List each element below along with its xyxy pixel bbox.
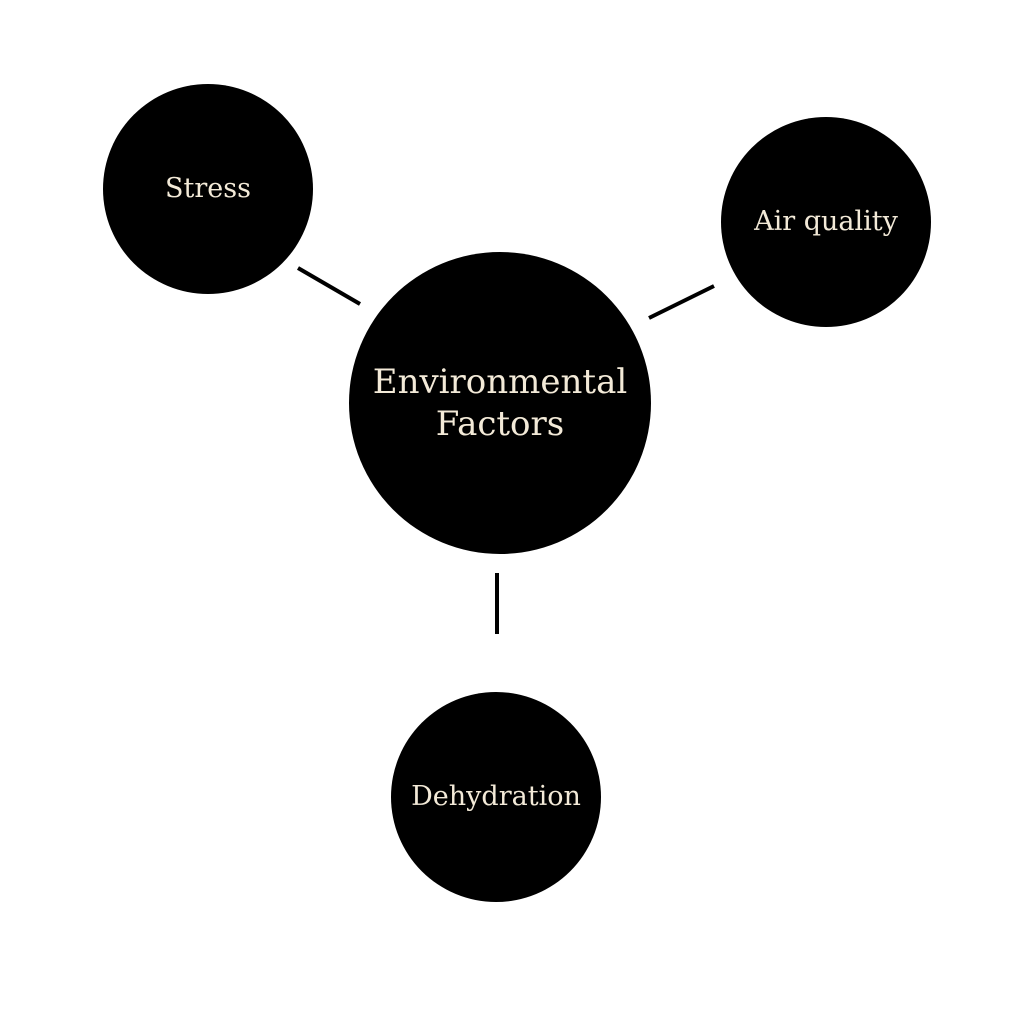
node-stress-label: Stress (165, 173, 251, 205)
node-air-quality-label: Air quality (754, 206, 898, 238)
node-stress: Stress (103, 84, 313, 294)
connector-stress (296, 266, 362, 306)
node-dehydration: Dehydration (391, 692, 601, 902)
central-node-label-line2: Factors (435, 404, 565, 444)
central-node-label: Environmental Factors (373, 361, 628, 446)
connector-air-quality (648, 284, 715, 320)
node-dehydration-label: Dehydration (411, 781, 581, 813)
central-node: Environmental Factors (349, 252, 651, 554)
node-air-quality: Air quality (721, 117, 931, 327)
central-node-label-line1: Environmental (372, 361, 628, 402)
